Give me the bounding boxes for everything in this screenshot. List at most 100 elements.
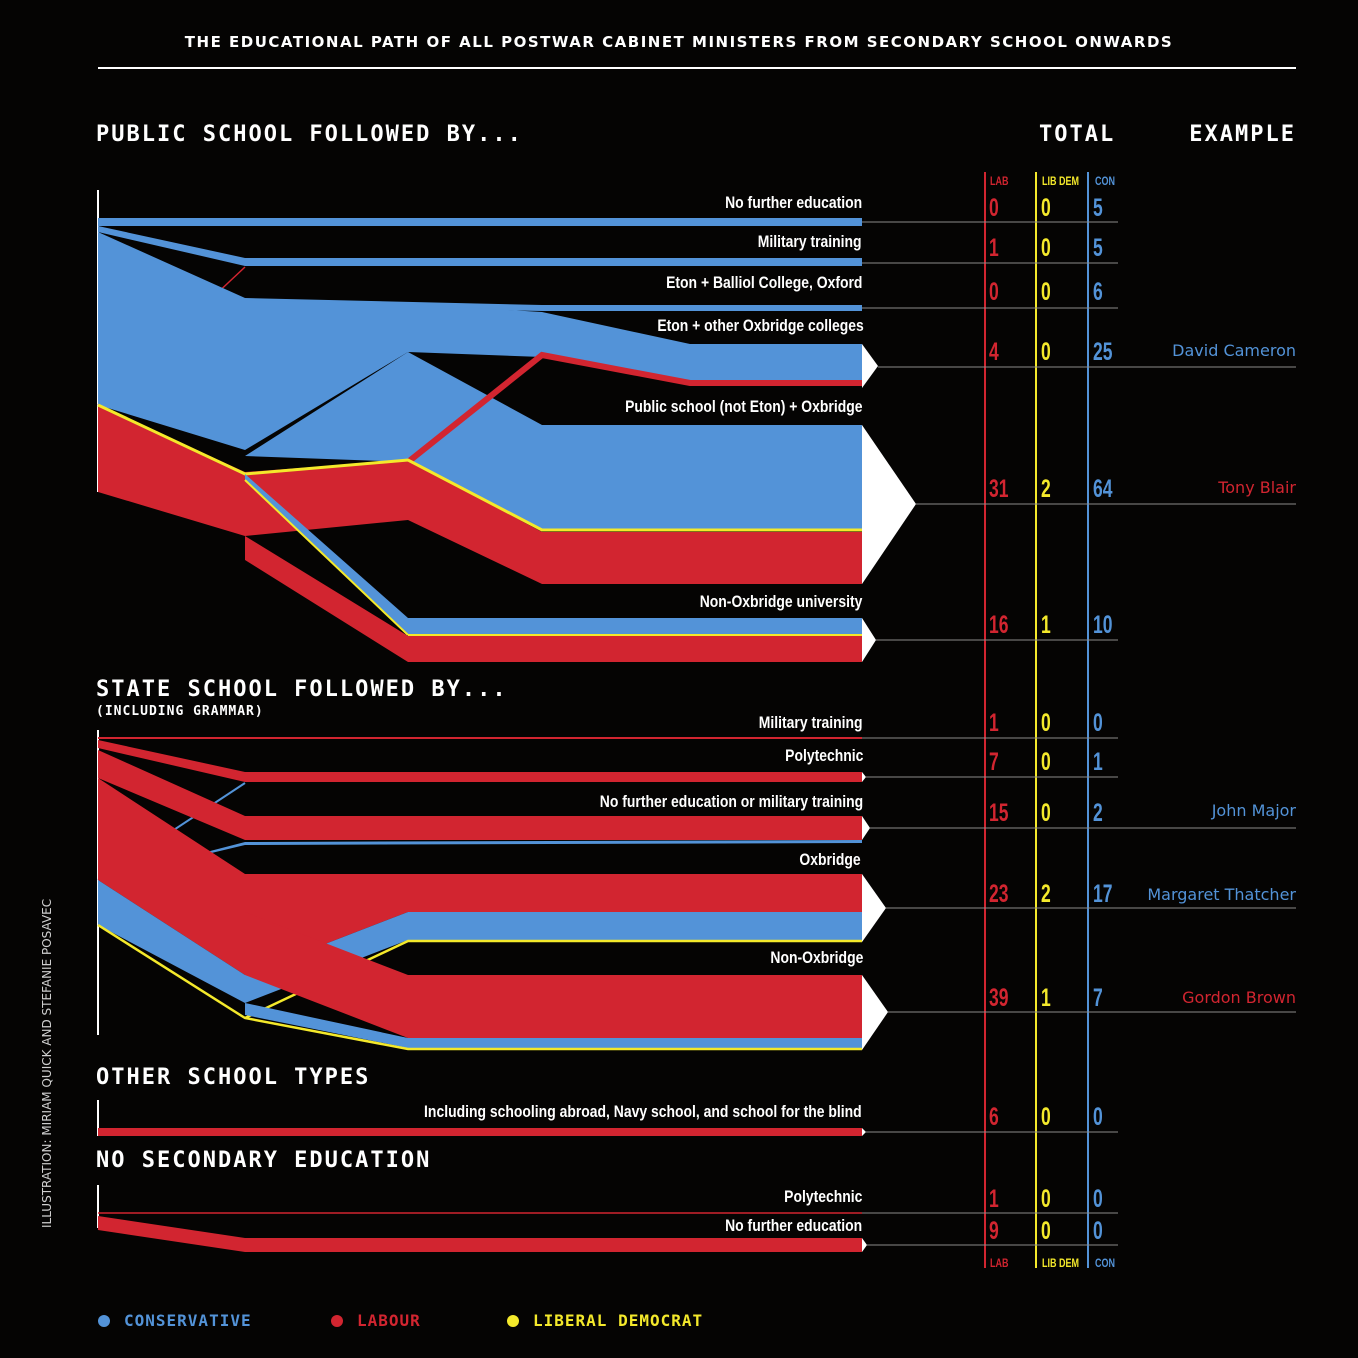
row-label: Public school (not Eton) + Oxbridge xyxy=(624,397,862,416)
total-con: 0 xyxy=(1093,1185,1103,1213)
no-secondary-flows xyxy=(97,1185,867,1252)
legend-conservative: CONSERVATIVE xyxy=(98,1311,252,1330)
total-lab: 1 xyxy=(989,709,999,737)
total-libdem: 0 xyxy=(1041,1103,1051,1131)
total-lab: 4 xyxy=(989,338,999,366)
legend-dot-icon xyxy=(331,1314,343,1327)
flow-state-polytechnic xyxy=(98,740,862,782)
row-label: Military training xyxy=(759,713,863,732)
flow-public-oxbridge-con xyxy=(245,352,862,530)
total-lab: 23 xyxy=(989,880,1009,908)
col-header-libdem: LIB DEM xyxy=(1042,174,1080,188)
total-lab: 15 xyxy=(989,799,1009,827)
total-con: 7 xyxy=(1093,984,1103,1012)
col-footer-libdem: LIB DEM xyxy=(1042,1256,1080,1270)
legend-dot-icon xyxy=(98,1314,110,1327)
title-rule xyxy=(98,67,1296,69)
total-lab: 9 xyxy=(989,1217,999,1245)
row-label: Eton + Balliol College, Oxford xyxy=(665,273,862,292)
total-con: 2 xyxy=(1093,799,1103,827)
flow-public-non-oxbridge-lab xyxy=(245,536,862,662)
total-libdem: 0 xyxy=(1041,748,1051,776)
example-name: John Major xyxy=(1211,801,1296,820)
total-con: 64 xyxy=(1093,475,1113,503)
section-heading-other: OTHER SCHOOL TYPES xyxy=(96,1065,371,1090)
total-lab: 31 xyxy=(989,475,1009,503)
total-libdem: 0 xyxy=(1041,1185,1051,1213)
row-label: No further education xyxy=(724,1216,862,1235)
total-lab: 16 xyxy=(989,611,1009,639)
total-libdem: 0 xyxy=(1041,799,1051,827)
example-header: EXAMPLE xyxy=(1189,122,1296,147)
total-con: 5 xyxy=(1093,194,1103,222)
total-con: 6 xyxy=(1093,278,1103,306)
example-name: Tony Blair xyxy=(1218,478,1296,497)
total-con: 5 xyxy=(1093,234,1103,262)
total-lab: 1 xyxy=(989,234,999,262)
col-header-con: CON xyxy=(1095,174,1116,188)
total-con: 1 xyxy=(1093,748,1103,776)
flow-public-oxbridge-lab xyxy=(98,405,862,584)
row-label: Polytechnic xyxy=(783,1187,862,1206)
col-footer-lab: LAB xyxy=(990,1256,1009,1270)
total-libdem: 1 xyxy=(1041,984,1051,1012)
total-libdem: 1 xyxy=(1041,611,1051,639)
row-label: Non-Oxbridge xyxy=(770,948,863,967)
flow-state-no-further xyxy=(98,750,862,840)
section-subheading-state: (INCLUDING GRAMMAR) xyxy=(96,704,264,719)
total-lab: 39 xyxy=(989,984,1009,1012)
flow-public-non-oxbridge-con xyxy=(245,474,862,634)
total-libdem: 2 xyxy=(1041,880,1051,908)
total-lab: 0 xyxy=(989,194,999,222)
example-name: Margaret Thatcher xyxy=(1147,885,1296,904)
legend-libdem: LIBERAL DEMOCRAT xyxy=(507,1311,703,1330)
total-con: 10 xyxy=(1093,611,1113,639)
row-label: Eton + other Oxbridge colleges xyxy=(657,316,864,335)
flow-state-non-oxbridge-lab xyxy=(245,912,862,1038)
state-school-flows xyxy=(97,730,888,1051)
total-libdem: 0 xyxy=(1041,338,1051,366)
row-label: No further education or military trainin… xyxy=(599,792,863,811)
legend-label: LABOUR xyxy=(357,1311,421,1330)
flow-public-eton-oxbridge xyxy=(98,236,862,450)
total-lab: 7 xyxy=(989,748,999,776)
example-name: David Cameron xyxy=(1172,341,1296,360)
row-label: No further education xyxy=(724,193,862,212)
total-lab: 0 xyxy=(989,278,999,306)
other-school-flows xyxy=(97,1100,866,1136)
flow-public-no-further xyxy=(98,218,862,226)
total-con: 0 xyxy=(1093,709,1103,737)
total-libdem: 0 xyxy=(1041,1217,1051,1245)
row-separators xyxy=(862,221,1296,1246)
total-con: 0 xyxy=(1093,1103,1103,1131)
legend-label: CONSERVATIVE xyxy=(124,1311,252,1330)
col-footer-con: CON xyxy=(1095,1256,1116,1270)
total-con: 25 xyxy=(1093,338,1113,366)
total-columns xyxy=(984,172,1089,1268)
legend-label: LIBERAL DEMOCRAT xyxy=(533,1311,704,1330)
total-libdem: 2 xyxy=(1041,475,1051,503)
section-heading-public: PUBLIC SCHOOL FOLLOWED BY... xyxy=(96,122,523,147)
section-heading-none: NO SECONDARY EDUCATION xyxy=(96,1148,432,1173)
public-school-flows xyxy=(97,190,916,662)
total-lab: 1 xyxy=(989,1185,999,1213)
illustration-credit: ILLUSTRATION: MIRIAM QUICK AND STEFANIE … xyxy=(40,898,54,1228)
total-libdem: 0 xyxy=(1041,194,1051,222)
page-title: THE EDUCATIONAL PATH OF ALL POSTWAR CABI… xyxy=(184,33,1174,51)
total-libdem: 0 xyxy=(1041,709,1051,737)
row-label: Oxbridge xyxy=(799,850,861,869)
row-label: Polytechnic xyxy=(784,746,863,765)
total-con: 0 xyxy=(1093,1217,1103,1245)
flow-state-non-oxbridge-con xyxy=(245,1003,862,1048)
row-label: Non-Oxbridge university xyxy=(699,592,862,611)
total-libdem: 0 xyxy=(1041,234,1051,262)
total-libdem: 0 xyxy=(1041,278,1051,306)
total-header: TOTAL xyxy=(1039,122,1116,147)
row-label: Including schooling abroad, Navy school,… xyxy=(424,1102,862,1121)
example-name: Gordon Brown xyxy=(1182,988,1296,1007)
col-header-lab: LAB xyxy=(990,174,1009,188)
section-heading-state: STATE SCHOOL FOLLOWED BY... xyxy=(96,677,508,702)
flow-public-military xyxy=(98,226,862,266)
total-con: 17 xyxy=(1093,880,1113,908)
